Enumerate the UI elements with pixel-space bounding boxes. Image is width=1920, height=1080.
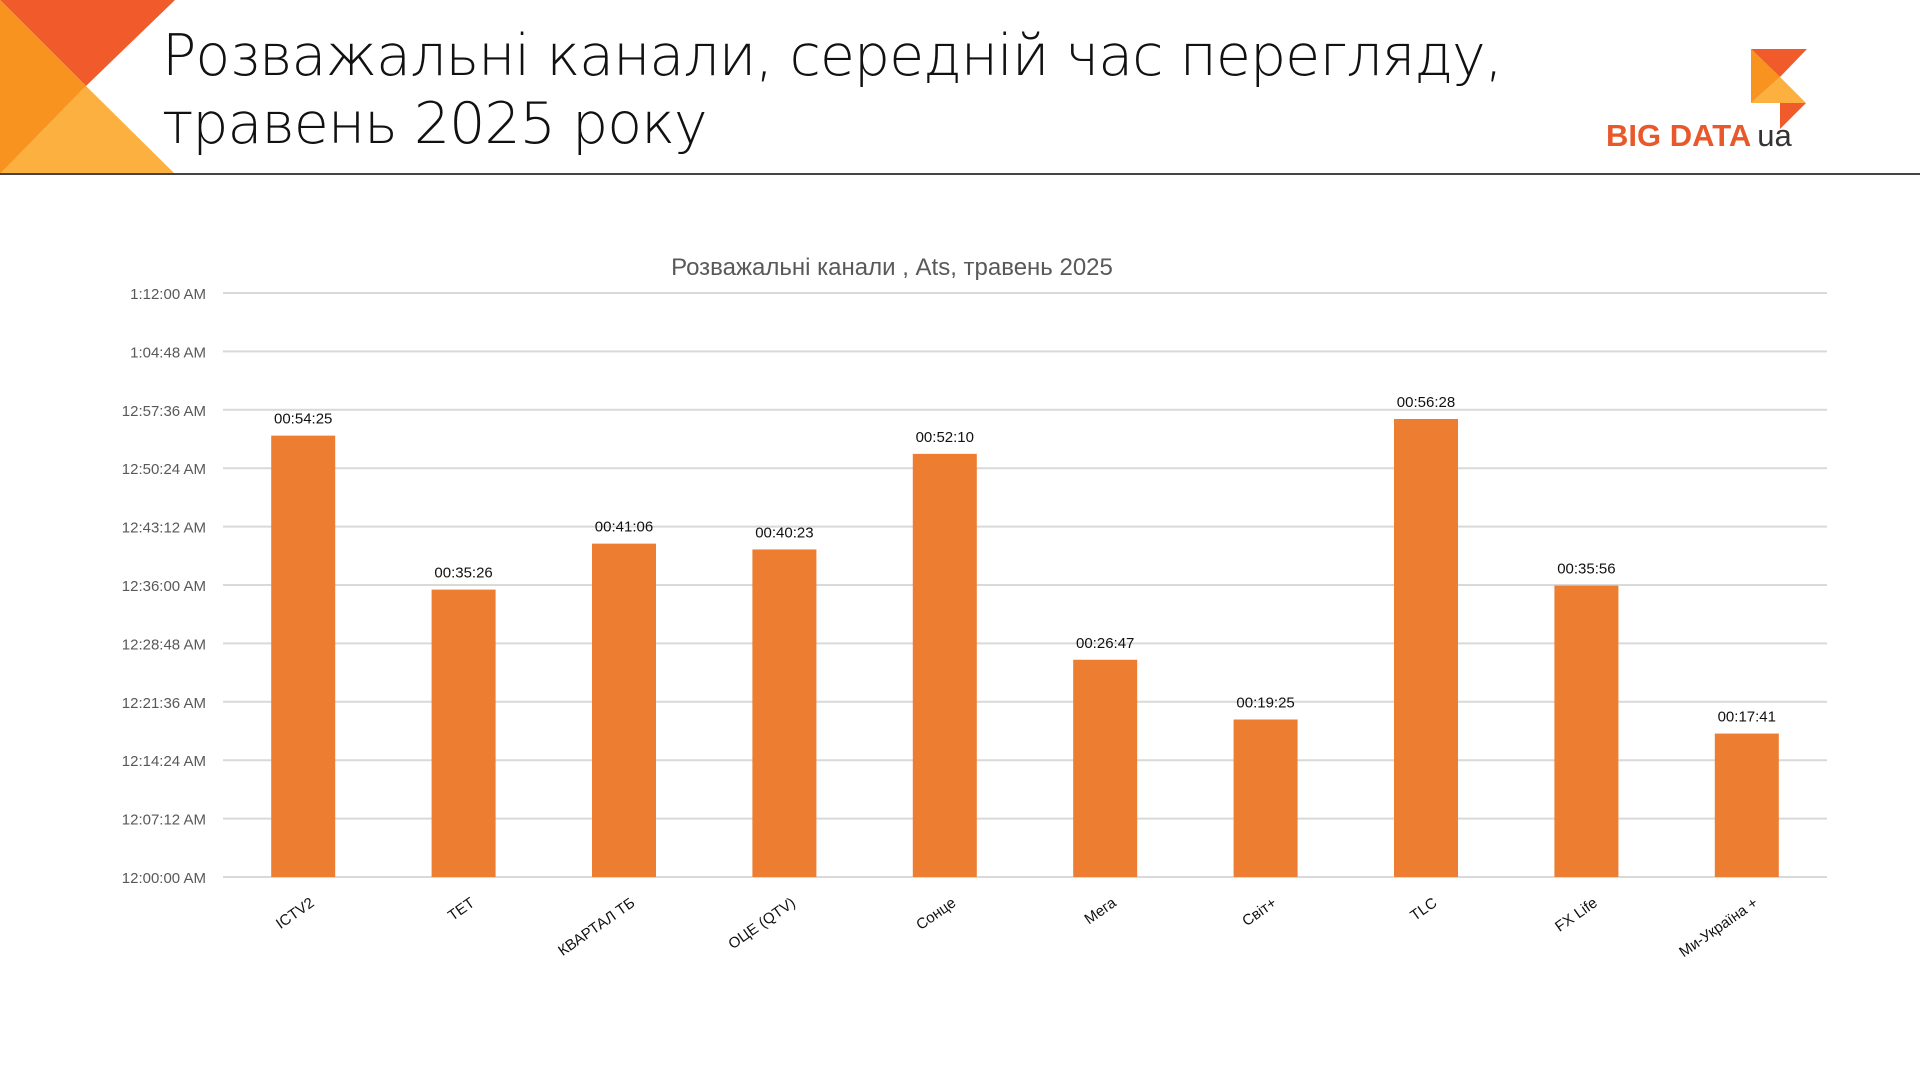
x-tick-label: КВАРТАЛ ТБ [555,894,638,959]
x-tick-label: Сонце [913,894,959,933]
y-tick-label: 12:07:12 AM [122,812,206,829]
chart-title: Розважальні канали , Ats, травень 2025 [671,254,1113,281]
data-label: 00:52:10 [916,429,974,446]
bar [1073,659,1138,877]
x-tick-label: FX Life [1552,894,1601,935]
x-tick-label: ТЕТ [445,894,478,924]
x-tick-label: Мега [1081,894,1120,928]
data-label: 00:26:47 [1076,635,1134,652]
x-tick-label: ICTV2 [273,894,318,932]
x-tick-label: Ми-Україна + [1676,894,1761,961]
bar [1714,733,1779,877]
y-tick-label: 12:43:12 AM [122,520,206,537]
corner-decoration [0,0,175,174]
title-line-1: Розважальні канали, середній час перегля… [162,23,1503,89]
x-tick-label: Світ+ [1239,894,1280,930]
data-label: 00:40:23 [755,524,813,541]
bar [271,435,336,877]
y-tick-label: 12:14:24 AM [122,753,206,770]
x-tick-label: ОЦЕ (QTV) [725,894,798,953]
y-tick-label: 1:12:00 AM [130,286,206,303]
logo-name: BIG DATA [1606,118,1752,153]
y-tick-label: 1:04:48 AM [130,344,206,361]
y-tick-label: 12:36:00 AM [122,578,206,595]
bar [912,453,977,877]
bar [752,549,817,877]
page-title: Розважальні канали, середній час перегля… [162,22,1503,158]
logo-suffix: ua [1757,118,1792,153]
y-tick-label: 12:00:00 AM [122,870,206,887]
bar [592,543,656,877]
big-data-logo-icon [1751,49,1807,129]
y-tick-label: 12:28:48 AM [122,636,206,653]
y-tick-label: 12:57:36 AM [122,403,206,420]
logo-text: BIG DATA ua [1606,118,1792,154]
data-label: 00:19:25 [1236,695,1294,712]
header-divider [0,173,1920,175]
bar [1554,585,1619,877]
y-tick-label: 12:21:36 AM [122,695,206,712]
data-label: 00:54:25 [274,411,332,428]
title-line-2: травень 2025 року [162,91,708,157]
data-label: 00:35:56 [1557,561,1615,578]
y-tick-label: 12:50:24 AM [122,461,206,478]
data-label: 00:35:26 [434,565,492,582]
x-tick-label: TLC [1407,894,1440,924]
bar [1394,418,1458,877]
data-label: 00:41:06 [595,519,653,536]
data-label: 00:56:28 [1397,394,1455,411]
bar [1233,719,1298,877]
data-label: 00:17:41 [1718,709,1776,726]
bar [431,589,496,877]
